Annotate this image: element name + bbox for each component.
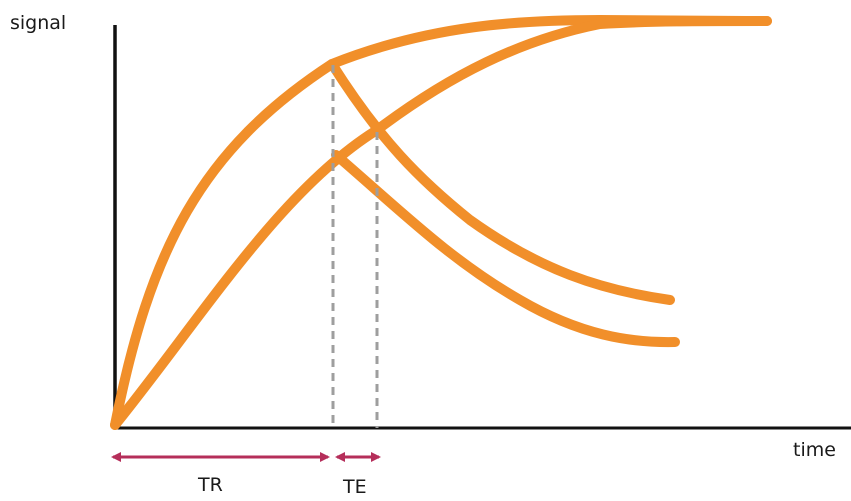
upper-recovery-curve [110, 14, 772, 430]
te-label: TE [343, 476, 367, 498]
lower-recovery-curve [110, 16, 772, 430]
x-axis-label: time [793, 439, 836, 461]
tr-label: TR [198, 474, 223, 496]
lower-decay-curve [331, 150, 680, 348]
upper-decay-curve [327, 59, 675, 305]
y-axis-label: signal [10, 12, 67, 34]
